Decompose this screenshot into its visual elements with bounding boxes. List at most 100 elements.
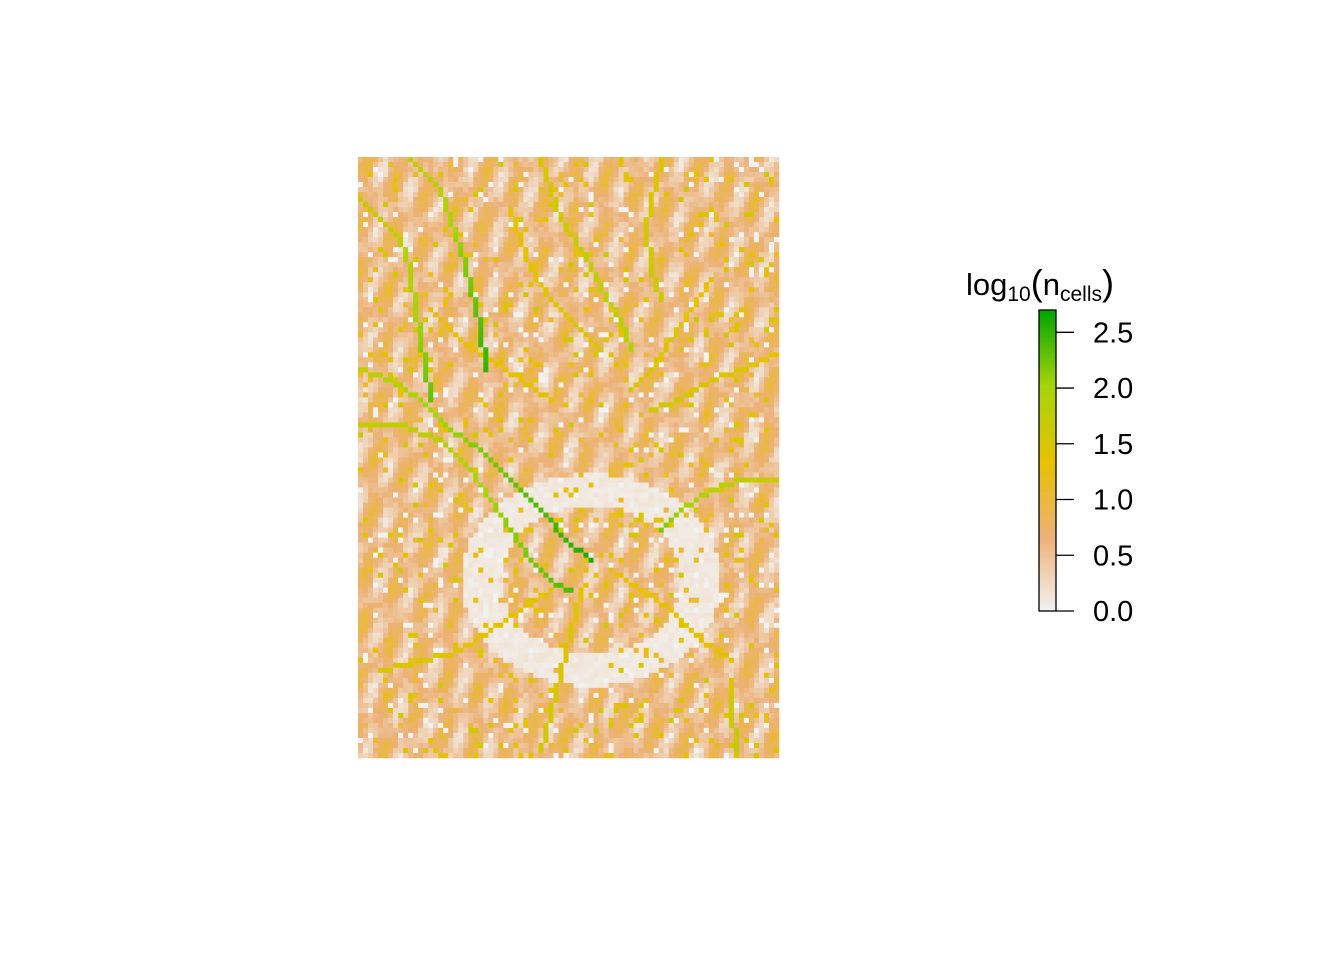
raster-cell	[763, 407, 770, 413]
raster-cell	[598, 242, 604, 248]
raster-cell	[453, 382, 459, 388]
raster-cell	[603, 377, 609, 383]
raster-cell	[738, 292, 745, 298]
raster-cell	[608, 277, 614, 283]
raster-cell	[493, 232, 499, 238]
raster-cell	[508, 322, 514, 328]
raster-cell	[468, 312, 474, 318]
raster-cell	[528, 357, 534, 363]
raster-cell	[568, 437, 574, 443]
raster-cell	[443, 337, 449, 343]
raster-cell	[688, 187, 695, 193]
raster-cell	[598, 177, 604, 183]
raster-cell	[643, 182, 649, 188]
raster-cell	[468, 402, 474, 408]
raster-cell	[478, 237, 484, 243]
raster-cell	[378, 332, 384, 338]
raster-cell	[368, 407, 374, 413]
raster-cell	[608, 187, 614, 193]
raster-cell	[378, 267, 384, 273]
raster-cell	[528, 247, 534, 253]
raster-cell	[668, 327, 675, 333]
raster-cell	[413, 217, 419, 223]
raster-cell	[553, 232, 559, 238]
raster-cell	[733, 172, 740, 178]
raster-cell	[423, 282, 429, 288]
raster-cell	[608, 402, 614, 408]
raster-cell	[388, 252, 394, 258]
raster-cell	[678, 382, 685, 388]
raster-cell	[373, 342, 379, 348]
raster-cell	[743, 322, 750, 328]
raster-cell	[438, 302, 444, 308]
raster-cell	[708, 242, 715, 248]
raster-cell	[573, 262, 579, 268]
raster-cell	[563, 382, 569, 388]
raster-cell	[598, 312, 604, 318]
raster-cell	[448, 222, 454, 228]
raster-cell	[408, 167, 414, 173]
raster-cell	[663, 442, 670, 448]
raster-cell	[633, 367, 639, 373]
raster-cell	[718, 167, 725, 173]
raster-cell	[468, 197, 474, 203]
raster-cell	[588, 397, 594, 403]
raster-cell	[733, 362, 740, 368]
raster-cell	[528, 182, 534, 188]
raster-cell	[768, 342, 775, 348]
raster-cell	[448, 422, 454, 428]
raster-cell	[363, 362, 369, 368]
raster-cell	[598, 417, 604, 423]
raster-cell	[403, 227, 409, 233]
raster-cell	[428, 442, 434, 448]
raster-cell	[613, 187, 619, 193]
raster-cell	[593, 432, 599, 438]
raster-cell	[603, 427, 609, 433]
raster-cell	[433, 242, 439, 248]
raster-cell	[433, 157, 439, 163]
raster-cell	[518, 237, 524, 243]
raster-cell	[663, 372, 670, 378]
raster-cell	[543, 422, 549, 428]
raster-cell	[368, 182, 374, 188]
raster-cell	[538, 187, 544, 193]
raster-cell	[403, 307, 409, 313]
raster-cell	[448, 272, 454, 278]
raster-cell	[458, 367, 464, 373]
raster-cell	[453, 277, 459, 283]
raster-cell	[478, 427, 484, 433]
raster-cell	[468, 357, 474, 363]
raster-cell	[613, 357, 619, 363]
raster-cell	[763, 287, 770, 293]
raster-cell	[498, 297, 504, 303]
raster-cell	[688, 407, 695, 413]
raster-cell	[503, 327, 509, 333]
raster-cell	[378, 262, 384, 268]
raster-cell	[413, 192, 419, 198]
raster-cell	[598, 207, 604, 213]
raster-cell	[368, 382, 374, 388]
raster-cell	[503, 227, 509, 233]
raster-cell	[458, 437, 464, 443]
raster-cell	[688, 447, 695, 453]
raster-cell	[713, 377, 720, 383]
raster-cell	[648, 397, 654, 403]
raster-cell	[658, 237, 665, 243]
raster-cell	[423, 257, 429, 263]
raster-cell	[753, 337, 760, 343]
raster-cell	[543, 357, 549, 363]
raster-cell	[578, 292, 584, 298]
raster-cell	[403, 347, 409, 353]
raster-cell	[703, 412, 710, 418]
raster-cell	[743, 202, 750, 208]
raster-cell	[748, 287, 755, 293]
raster-cell	[643, 377, 649, 383]
raster-cell	[483, 397, 489, 403]
raster-cell	[468, 317, 474, 323]
raster-cell	[653, 267, 660, 273]
raster-cell	[538, 192, 544, 198]
raster-cell	[573, 242, 579, 248]
raster-cell	[703, 442, 710, 448]
raster-cell	[418, 202, 424, 208]
raster-cell	[548, 327, 554, 333]
